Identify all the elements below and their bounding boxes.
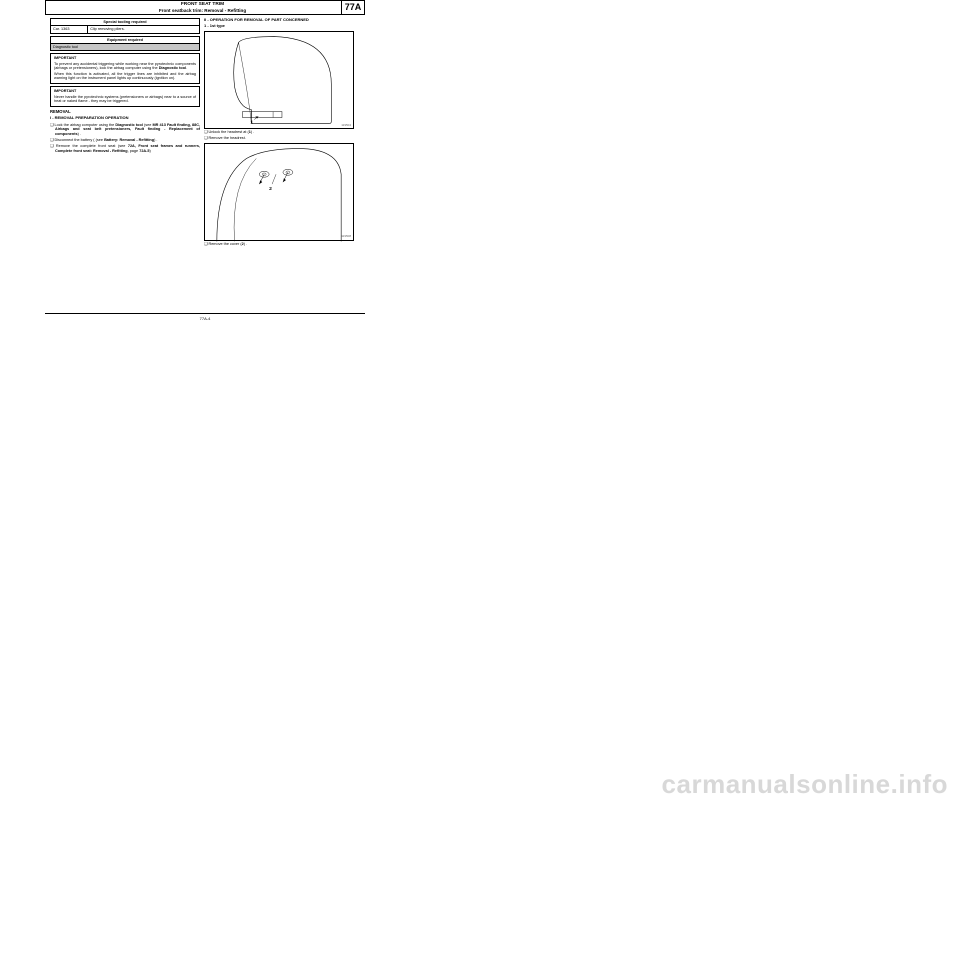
sub1-title: 1 - 1st type [204, 24, 354, 29]
fig2-code: 119508 [341, 235, 351, 238]
sec2-title: II - OPERATION FOR REMOVAL OF PART CONCE… [204, 18, 354, 23]
sec1-title: I - REMOVAL PREPARATION OPERATION [50, 116, 200, 121]
figure-seatback: 2 119508 [204, 143, 354, 241]
figure-headrest: 1 119504 [204, 31, 354, 129]
left-column: Special tooling required Car. 1363 Clip … [50, 18, 200, 248]
tooling-header: Special tooling required [51, 18, 200, 25]
manual-page: FRONT SEAT TRIM Front seatback trim: Rem… [45, 0, 365, 320]
hdr-spacer [46, 1, 64, 14]
fig1-cap-unlock: ❏ Unlock the headrest at (1) . [204, 130, 354, 134]
tooling-cell-code: Car. 1363 [51, 26, 88, 33]
right-column: II - OPERATION FOR REMOVAL OF PART CONCE… [204, 18, 354, 248]
important-box-1: IMPORTANT To prevent any accidental trig… [50, 53, 200, 84]
step-remove-seat: ❏ Remove the complete front seat (see 72… [50, 144, 200, 153]
removal-heading: REMOVAL [50, 110, 200, 115]
equipment-cell: Diagnostic tool [51, 43, 200, 50]
important2-body: Never handle the pyrotechnic systems (pr… [54, 95, 196, 104]
step-disconnect-battery: ❏ Disconnect the battery ( (see Battery:… [50, 138, 200, 142]
chapter-header: FRONT SEAT TRIM Front seatback trim: Rem… [45, 0, 365, 15]
tooling-table: Special tooling required Car. 1363 Clip … [50, 18, 200, 34]
chapter-subtitle: Front seatback trim: Removal - Refitting [159, 8, 246, 13]
svg-text:2: 2 [269, 186, 272, 192]
equipment-header: Equipment required [51, 36, 200, 43]
fig1-code: 119504 [341, 124, 351, 127]
hdr-titles: FRONT SEAT TRIM Front seatback trim: Rem… [64, 1, 341, 14]
important1-title: IMPORTANT [54, 56, 196, 61]
chapter-code: 77A [341, 1, 364, 14]
tooling-cell-desc: Clip removing pliers. [88, 26, 200, 33]
step-lock-airbag: ❏ Lock the airbag computer using the Dia… [50, 123, 200, 136]
fig2-cap: ❏ Remove the cover (2) . [204, 242, 354, 246]
important2-title: IMPORTANT [54, 89, 196, 94]
important1-body2: When this function is activated, all the… [54, 72, 196, 81]
page: FRONT SEAT TRIM Front seatback trim: Rem… [0, 0, 960, 960]
page-number: 77A-4 [45, 316, 365, 321]
two-column-body: Special tooling required Car. 1363 Clip … [50, 18, 354, 248]
equipment-table: Equipment required Diagnostic tool [50, 36, 200, 52]
important1-bold1: Diagnostic tool [159, 66, 186, 70]
svg-text:1: 1 [250, 119, 253, 125]
important-box-2: IMPORTANT Never handle the pyrotechnic s… [50, 86, 200, 107]
fig1-cap-remove: ❏ Remove the headrest. [204, 136, 354, 140]
important1-body1b: . [186, 66, 187, 70]
watermark: carmanualsonline.info [662, 769, 948, 800]
footer-rule [45, 313, 365, 314]
